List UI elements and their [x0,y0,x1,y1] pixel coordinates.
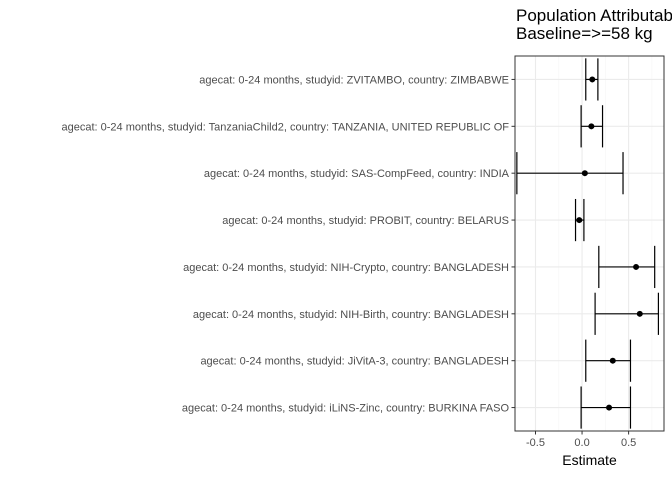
category-label: agecat: 0-24 months, studyid: PROBIT, co… [222,215,509,227]
panel-background [515,56,664,431]
estimate-point [636,310,643,317]
x-tick-label: 0.0 [574,437,589,449]
estimate-point [633,263,640,270]
x-axis-title: Estimate [562,452,617,468]
category-label: agecat: 0-24 months, studyid: NIH-Birth,… [193,309,509,321]
estimate-point [609,357,616,364]
category-label: agecat: 0-24 months, studyid: TanzaniaCh… [61,121,509,133]
estimate-point [576,217,583,224]
panel-border [514,55,665,432]
estimate-point [581,170,588,177]
category-labels: agecat: 0-24 months, studyid: ZVITAMBO, … [61,74,509,414]
chart-title-line-2: Baseline=>=58 kg [516,24,653,43]
category-label: agecat: 0-24 months, studyid: JiVitA-3, … [200,356,509,368]
x-tick-label: -0.5 [526,437,545,449]
x-tick-label: 0.5 [621,437,636,449]
category-label: agecat: 0-24 months, studyid: iLiNS-Zinc… [182,403,510,415]
category-label: agecat: 0-24 months, studyid: ZVITAMBO, … [199,74,509,86]
category-label: agecat: 0-24 months, studyid: NIH-Crypto… [183,262,509,274]
estimates [516,58,660,429]
category-label: agecat: 0-24 months, studyid: SAS-CompFe… [204,168,510,180]
estimate-point [588,123,595,130]
grid-lines [515,56,664,431]
chart-title-line-1: Population Attributable [516,6,672,25]
estimate-point [606,404,613,411]
estimate-point [589,76,596,83]
x-axis: -0.5 0.0 0.5 [511,78,636,449]
